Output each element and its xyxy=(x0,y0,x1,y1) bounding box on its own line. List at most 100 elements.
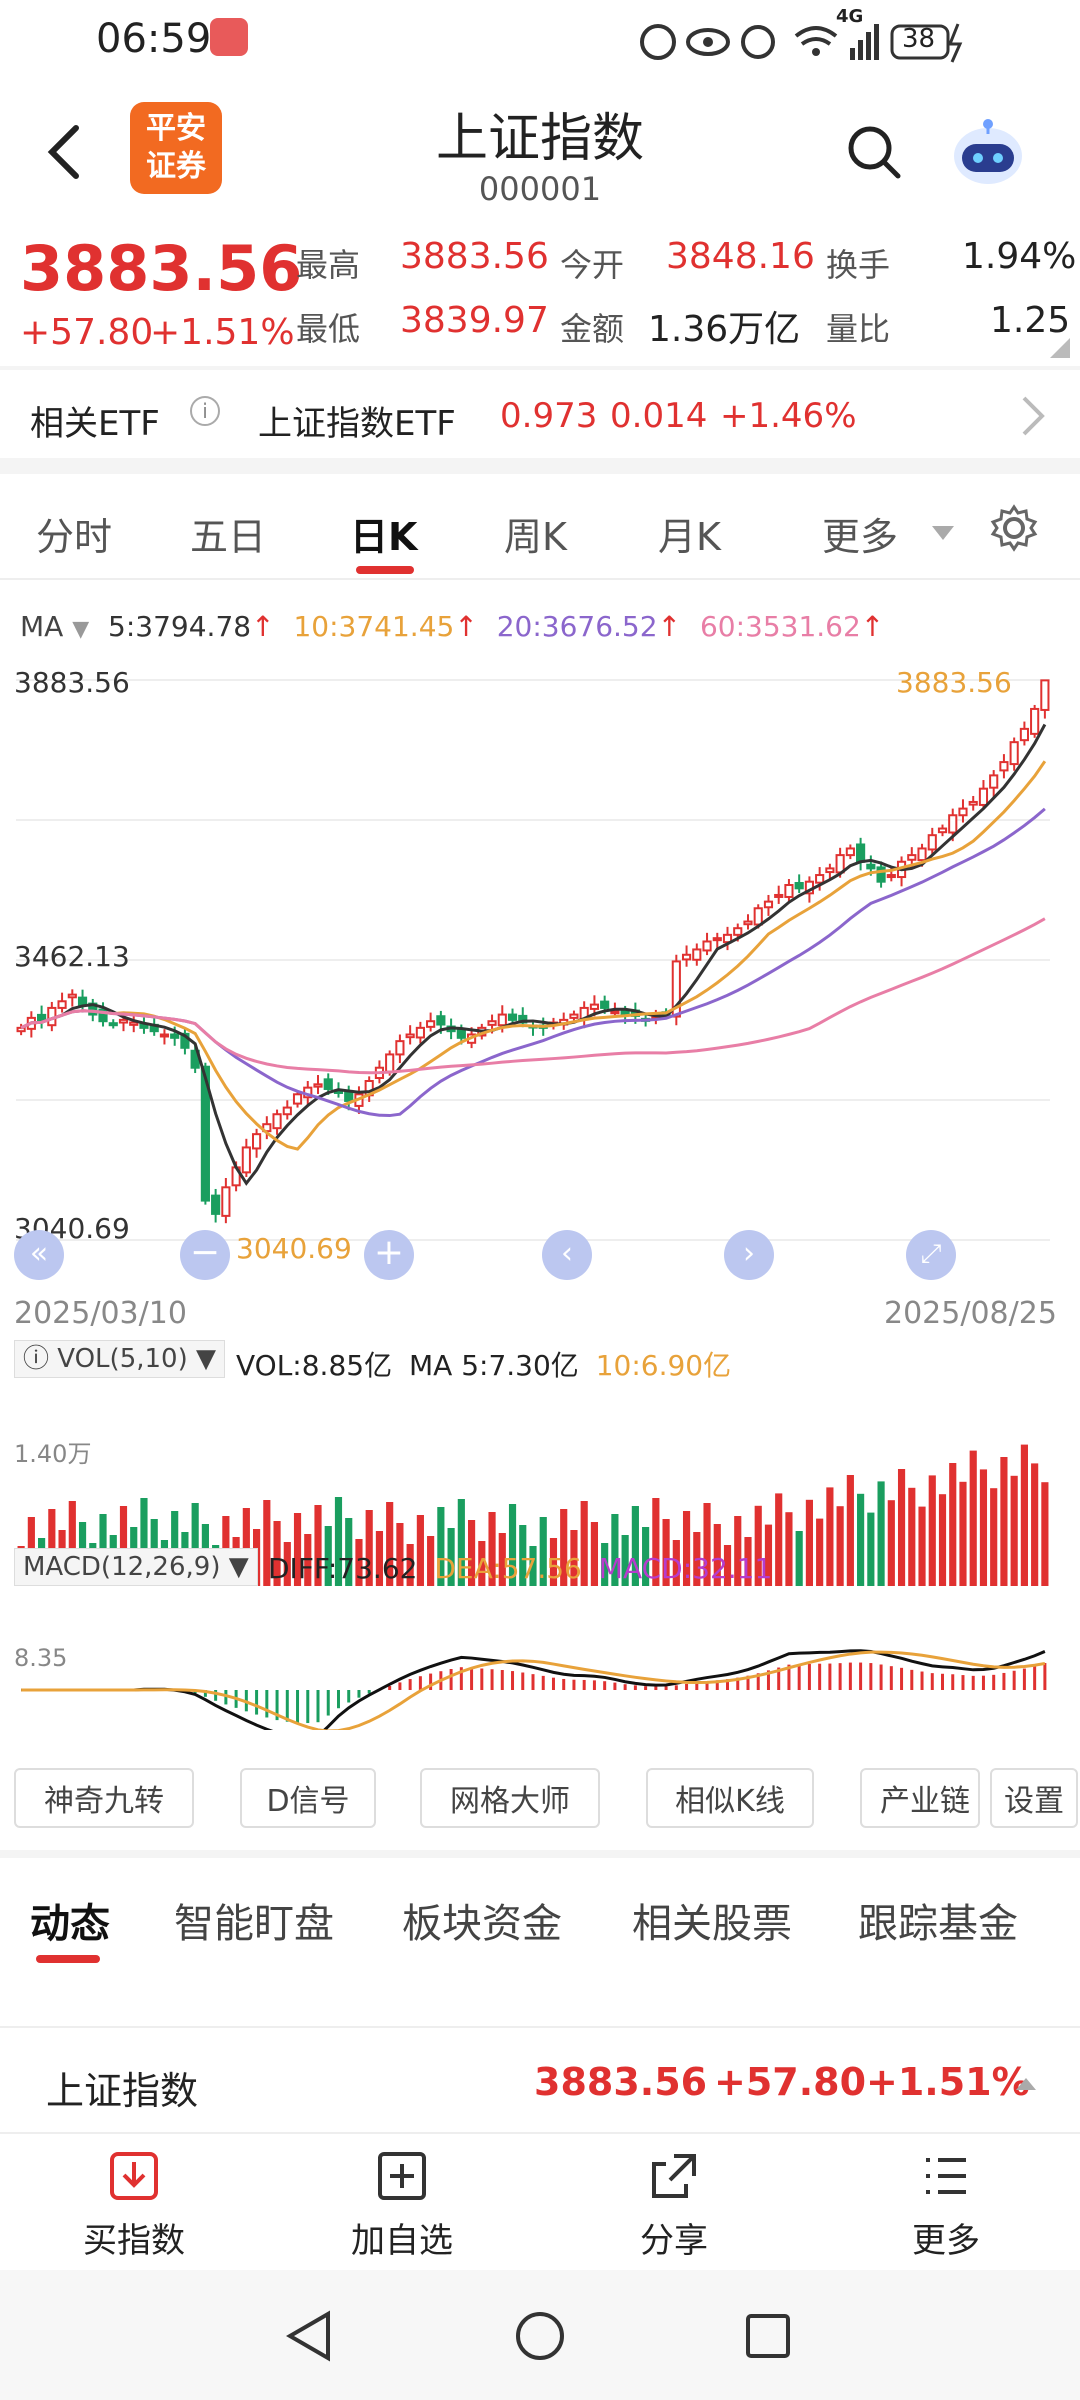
nav-back-icon[interactable] xyxy=(284,2310,334,2362)
tab-weekly-k[interactable]: 周K xyxy=(504,515,567,559)
volume-bar xyxy=(570,1530,578,1586)
related-etf-row[interactable]: 相关ETF i 上证指数ETF 0.973 0.014 +1.46% xyxy=(0,372,1080,458)
volume-bar xyxy=(979,1469,988,1586)
zoom-in-button[interactable]: + xyxy=(364,1230,414,1280)
ma-dropdown-icon[interactable]: ▼ xyxy=(72,617,90,642)
chip-industry-chain[interactable]: 产业链 xyxy=(860,1768,980,1828)
volume-bar xyxy=(447,1528,455,1586)
gear-icon[interactable] xyxy=(990,504,1038,552)
candle-body xyxy=(272,1113,282,1130)
expand-corner-icon[interactable] xyxy=(1048,336,1072,360)
candle-body xyxy=(497,1013,507,1027)
volume-bar xyxy=(949,1463,957,1586)
macd-legend: DIFF:73.62 DEA:57.56 MACD:32.11 xyxy=(268,1552,772,1585)
etf-name: 上证指数ETF xyxy=(258,404,456,444)
volume-bar xyxy=(529,1546,537,1586)
volume-bar xyxy=(386,1502,394,1586)
volume-bar xyxy=(611,1514,619,1586)
chip-grid-master[interactable]: 网格大师 xyxy=(420,1768,600,1828)
min-price-label: 3040.69 xyxy=(236,1232,352,1265)
buy-index-button[interactable]: 买指数 xyxy=(34,2148,234,2262)
chip-d-signal[interactable]: D信号 xyxy=(240,1768,376,1828)
quote-panel: 3883.56 +57.80 +1.51% 最高 3883.56 今开 3848… xyxy=(0,224,1080,366)
collapse-icon[interactable] xyxy=(1014,2074,1038,2092)
status-icons xyxy=(640,23,963,63)
candle-body xyxy=(108,1022,118,1027)
candle-body xyxy=(1030,707,1040,735)
candle-body xyxy=(1019,727,1029,742)
title-bar: 平安 证券 上证指数 000001 xyxy=(0,84,1080,224)
candle-body xyxy=(569,1013,579,1019)
volume-bar xyxy=(713,1524,721,1586)
ma20-line xyxy=(20,807,1046,1118)
back-icon[interactable] xyxy=(44,122,84,182)
tab-tracking-funds[interactable]: 跟踪基金 xyxy=(858,1901,1018,1947)
ma20-value: 20:3676.52 xyxy=(496,610,658,643)
chip-similar-k[interactable]: 相似K线 xyxy=(646,1768,814,1828)
share-button[interactable]: 分享 xyxy=(574,2148,774,2262)
tab-smart-watch[interactable]: 智能盯盘 xyxy=(174,1901,334,1947)
volume-bar xyxy=(938,1494,947,1586)
volume-bar xyxy=(887,1500,895,1586)
robot-assistant-icon[interactable] xyxy=(948,114,1028,190)
etf-change: 0.014 xyxy=(610,396,708,436)
volume-bar xyxy=(816,1518,824,1586)
add-watchlist-button[interactable]: 加自选 xyxy=(302,2148,502,2262)
tab-intraday[interactable]: 分时 xyxy=(36,515,113,559)
candle-body xyxy=(98,1008,108,1023)
candle-body xyxy=(835,854,845,874)
y-label-top: 3883.56 xyxy=(14,666,130,699)
volume-bar xyxy=(590,1522,599,1586)
etf-label: 相关ETF xyxy=(30,404,160,444)
candle-body xyxy=(876,866,886,883)
scroll-right-button[interactable]: › xyxy=(724,1230,774,1280)
volume-bar xyxy=(242,1508,250,1586)
kline-chart-area[interactable]: MA ▼ 5:3794.78↑ 10:3741.45↑ 20:3676.52↑ … xyxy=(0,580,1080,1730)
volume-bar xyxy=(467,1520,476,1586)
candle-body xyxy=(702,940,712,952)
volume-bar xyxy=(877,1481,885,1586)
tab-five-day[interactable]: 五日 xyxy=(190,515,267,559)
candle-body xyxy=(978,787,989,806)
ma-label: MA xyxy=(20,610,64,643)
tab-sector-funds[interactable]: 板块资金 xyxy=(402,1901,562,1947)
fullscreen-button[interactable]: ⤢ xyxy=(906,1230,956,1280)
zoom-out-button[interactable]: − xyxy=(180,1230,230,1280)
list-icon xyxy=(926,2158,966,2194)
candle-body xyxy=(999,761,1009,772)
candle-body xyxy=(159,1033,170,1038)
volume-bar xyxy=(406,1544,414,1586)
candle-body xyxy=(507,1013,518,1021)
vol-ma5: MA 5:7.30亿 xyxy=(409,1349,579,1382)
scroll-left-button[interactable]: ‹ xyxy=(542,1230,592,1280)
chip-magic-nine[interactable]: 神奇九转 xyxy=(14,1768,194,1828)
vol-indicator-select[interactable]: ⓘ VOL(5,10) ▼ xyxy=(14,1340,225,1378)
max-price-label: 3883.56 xyxy=(896,666,1012,699)
candle-body xyxy=(958,807,968,817)
candle-body xyxy=(948,814,958,834)
candle-body xyxy=(415,1026,425,1039)
chip-settings[interactable]: 设置 xyxy=(990,1768,1078,1828)
tab-monthly-k[interactable]: 月K xyxy=(658,515,721,559)
macd-indicator-select[interactable]: MACD(12,26,9) ▼ xyxy=(14,1548,258,1586)
scroll-start-button[interactable]: « xyxy=(14,1230,64,1280)
volume-bar xyxy=(293,1513,302,1586)
active-tab-indicator xyxy=(356,566,414,574)
ticker-bar[interactable]: 上证指数 3883.56 +57.80 +1.51% xyxy=(0,2030,1080,2132)
ticker-price: 3883.56 xyxy=(534,2060,708,2104)
tab-more[interactable]: 更多 xyxy=(822,515,899,559)
tab-related-stocks[interactable]: 相关股票 xyxy=(632,1901,792,1947)
nav-recents-icon[interactable] xyxy=(744,2312,792,2360)
macd-value: MACD:32.11 xyxy=(598,1552,773,1585)
volume-bar xyxy=(1010,1475,1018,1586)
tab-daily-k[interactable]: 日K xyxy=(350,515,418,559)
more-button[interactable]: 更多 xyxy=(846,2148,1046,2262)
volume-bar xyxy=(375,1531,384,1586)
candle-body xyxy=(968,800,978,806)
search-icon[interactable] xyxy=(846,124,902,180)
info-icon[interactable]: i xyxy=(190,396,220,426)
tab-dynamics[interactable]: 动态 xyxy=(30,1901,110,1947)
candle-body xyxy=(1040,679,1050,711)
candle-body xyxy=(211,1194,221,1215)
nav-home-icon[interactable] xyxy=(514,2310,566,2362)
